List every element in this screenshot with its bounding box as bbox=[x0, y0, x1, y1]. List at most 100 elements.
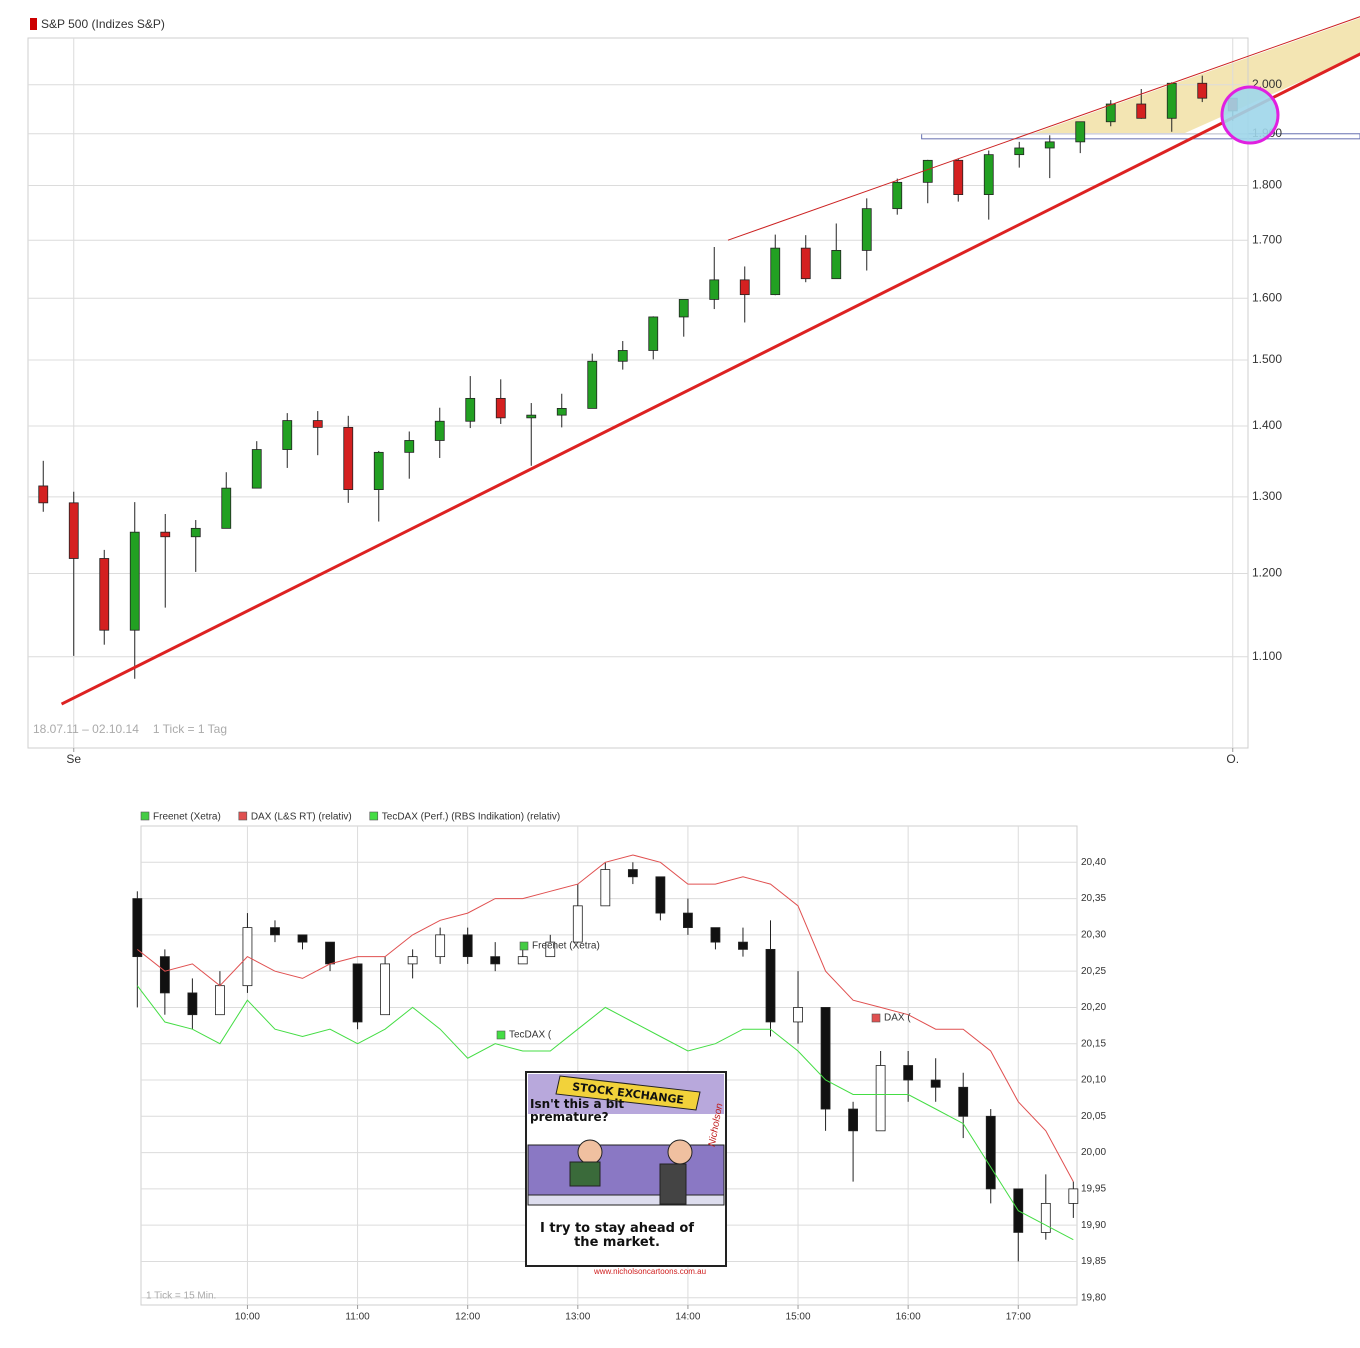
candle-body bbox=[187, 992, 198, 1016]
cartoon: STOCK EXCHANGE Isn't this a bit prematur… bbox=[525, 1071, 727, 1276]
candle-body bbox=[517, 956, 528, 965]
trendline bbox=[60, 52, 1360, 706]
candle-body bbox=[380, 963, 390, 1016]
candle-body bbox=[770, 247, 781, 296]
plot-frame bbox=[27, 37, 1249, 749]
candle-body bbox=[373, 451, 384, 490]
line-series bbox=[136, 985, 1074, 1241]
candle-body bbox=[190, 527, 201, 538]
cartoon-head-1 bbox=[577, 1139, 603, 1165]
y-tick-label: 20,25 bbox=[1081, 966, 1106, 977]
candle-body bbox=[617, 350, 628, 362]
candle-body bbox=[600, 869, 611, 907]
candle-body bbox=[1068, 1188, 1079, 1204]
y-tick-label: 20,05 bbox=[1081, 1111, 1106, 1122]
chart-2: 19,80 19,85 19,90 19,95 20,00 20,05 20,10 20,15… bbox=[132, 811, 1106, 1323]
annotation: 18.07.11 – 02.10.14 bbox=[33, 722, 139, 736]
candle-body bbox=[221, 487, 232, 529]
legend-swatch bbox=[238, 811, 248, 821]
y-tick-label: 1.300 bbox=[1252, 489, 1282, 503]
candle-body bbox=[892, 181, 903, 210]
annotation: 1 Tick = 1 Tag bbox=[153, 722, 227, 736]
candle-body bbox=[159, 956, 170, 994]
y-tick-label: 19,95 bbox=[1081, 1184, 1106, 1195]
y-tick-label: 19,85 bbox=[1081, 1256, 1106, 1267]
line-series bbox=[136, 854, 1074, 1182]
candle-body bbox=[526, 414, 537, 419]
legend-swatch bbox=[140, 811, 150, 821]
candle-body bbox=[985, 1115, 996, 1190]
legend-label: DAX (L&S RT) (relativ) bbox=[251, 812, 352, 823]
y-tick-label: 20,00 bbox=[1081, 1147, 1106, 1158]
candle-body bbox=[627, 869, 638, 878]
candle-body bbox=[545, 941, 556, 958]
y-tick-label: 19,80 bbox=[1081, 1292, 1106, 1303]
x-tick-label: 15:00 bbox=[786, 1312, 811, 1323]
candle-body bbox=[983, 154, 994, 195]
candle-body bbox=[820, 1007, 831, 1110]
cartoon-speech-1-box: Isn't this a bit premature? bbox=[530, 1098, 625, 1124]
cartoon-speech-1: Isn't this a bit premature? bbox=[530, 1098, 625, 1124]
x-tick-label: 13:00 bbox=[565, 1312, 590, 1323]
legend-label: Freenet (Xetra) bbox=[153, 812, 221, 823]
candle-body bbox=[765, 948, 776, 1023]
candle-body bbox=[352, 963, 363, 1023]
candle-body bbox=[282, 420, 293, 450]
x-tick-label: Se bbox=[66, 752, 81, 766]
x-tick-label: O. bbox=[1226, 752, 1239, 766]
candle-body bbox=[407, 956, 418, 965]
plot-frame bbox=[140, 825, 1078, 1306]
cartoon-window bbox=[527, 1144, 725, 1196]
candle-body bbox=[1014, 147, 1025, 156]
candle-body bbox=[903, 1065, 914, 1081]
cartoon-body-2 bbox=[659, 1163, 687, 1205]
candle-body bbox=[800, 247, 811, 280]
inline-label: DAX ( bbox=[884, 1013, 911, 1024]
trendline bbox=[727, 16, 1360, 241]
candle-body bbox=[655, 876, 666, 914]
legend-swatch bbox=[369, 811, 379, 821]
x-tick-label: 16:00 bbox=[896, 1312, 921, 1323]
candle-body bbox=[325, 941, 335, 965]
candle-body bbox=[215, 985, 225, 1016]
candle-body bbox=[1075, 121, 1086, 143]
candle-body bbox=[462, 934, 473, 958]
y-tick-label: 1.500 bbox=[1252, 352, 1282, 366]
candle-body bbox=[678, 299, 689, 318]
candle-body bbox=[793, 1007, 803, 1023]
y-tick-label: 20,20 bbox=[1081, 1002, 1106, 1013]
candle-body bbox=[1105, 103, 1116, 123]
candle-body bbox=[270, 927, 280, 936]
cartoon-banner bbox=[555, 1075, 701, 1111]
highlight-circle bbox=[1220, 85, 1280, 145]
chart-1: 1.100 1.200 1.300 1.400 1.500 1.600 1.700 1.800… bbox=[27, 16, 1360, 766]
x-tick-label: 11:00 bbox=[345, 1312, 370, 1323]
y-tick-label: 1.800 bbox=[1252, 178, 1282, 192]
candle-body bbox=[683, 912, 693, 929]
inline-swatch bbox=[496, 1030, 506, 1040]
title-marker bbox=[30, 18, 37, 30]
candle-body bbox=[435, 934, 446, 958]
y-tick-label: 1.600 bbox=[1252, 290, 1282, 304]
cartoon-head-2 bbox=[667, 1139, 693, 1165]
candle-body bbox=[709, 279, 720, 300]
candle-body bbox=[848, 1108, 858, 1132]
inline-label: Freenet (Xetra) bbox=[532, 941, 600, 952]
y-tick-label: 20,15 bbox=[1081, 1038, 1106, 1049]
candle-body bbox=[556, 408, 567, 416]
candle-body bbox=[160, 531, 171, 538]
candle-body bbox=[648, 316, 659, 351]
candle-body bbox=[953, 159, 964, 195]
y-tick-label: 1.700 bbox=[1252, 232, 1282, 246]
chart-1-overlay bbox=[1220, 85, 1280, 145]
cartoon-ledge bbox=[527, 1194, 725, 1206]
y-tick-label: 1.200 bbox=[1252, 566, 1282, 580]
candle-body bbox=[297, 934, 308, 943]
x-tick-label: 12:00 bbox=[455, 1312, 480, 1323]
chart-1-underlay bbox=[921, 18, 1360, 140]
candle-body bbox=[875, 1065, 886, 1132]
candle-body bbox=[1197, 82, 1208, 99]
candle-body bbox=[129, 531, 140, 631]
candle-body bbox=[587, 360, 598, 409]
